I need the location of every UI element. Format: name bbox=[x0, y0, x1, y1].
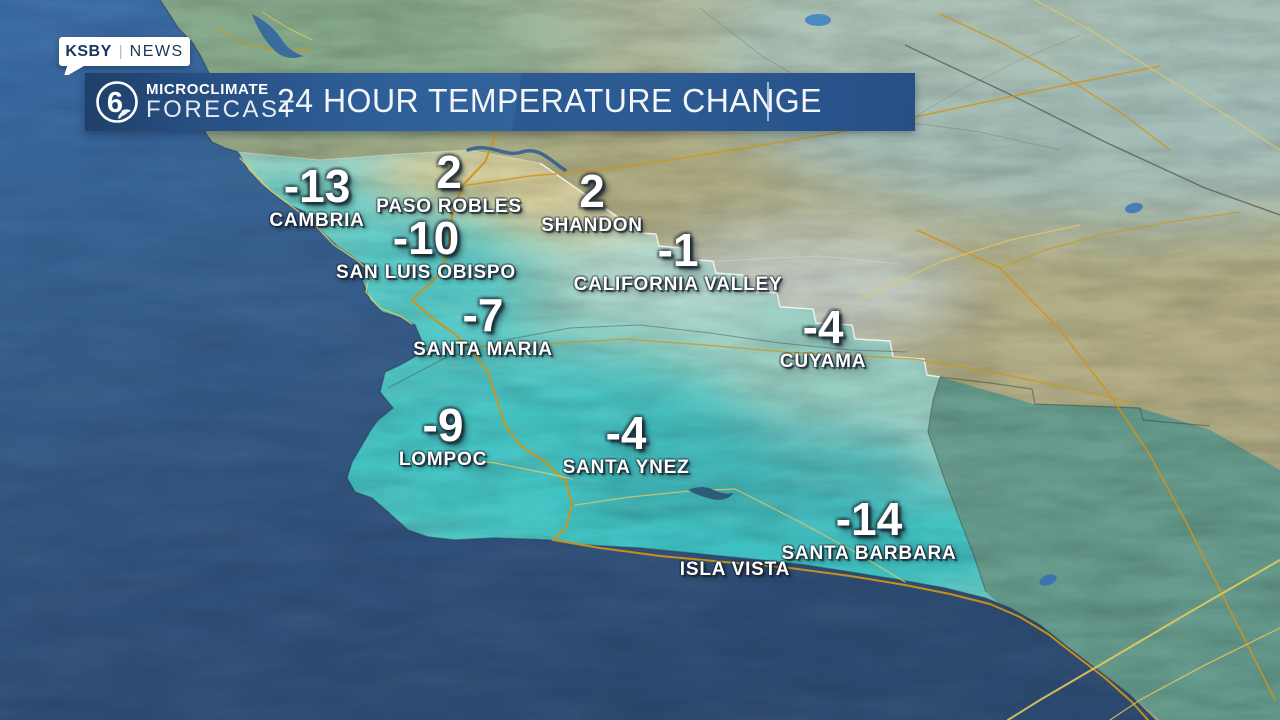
coastline bbox=[159, 0, 1156, 720]
banner-title: 24 HOUR TEMPERATURE CHANGE bbox=[277, 82, 823, 120]
microclimate-text: MICROCLIMATE bbox=[146, 81, 269, 98]
badge-tail bbox=[64, 65, 86, 75]
forecast-banner: 6 MICROCLIMATE FORECAST 24 HOUR TEMPERAT… bbox=[85, 73, 915, 131]
badge-separator: | bbox=[118, 43, 123, 60]
channel-6-logo-icon: 6 bbox=[96, 81, 138, 123]
brand-text: MICROCLIMATE FORECAST bbox=[146, 82, 297, 122]
text-cursor bbox=[767, 82, 769, 121]
lakes bbox=[252, 14, 1143, 586]
roads bbox=[214, 0, 1280, 720]
forecast-text: FORECAST bbox=[146, 96, 297, 123]
badge-station-name: KSBY bbox=[65, 42, 112, 60]
ksby-news-badge: KSBY | NEWS bbox=[59, 37, 190, 75]
badge-division: NEWS bbox=[129, 42, 184, 60]
county-boundaries bbox=[237, 7, 1280, 593]
svg-text:6: 6 bbox=[107, 87, 123, 119]
